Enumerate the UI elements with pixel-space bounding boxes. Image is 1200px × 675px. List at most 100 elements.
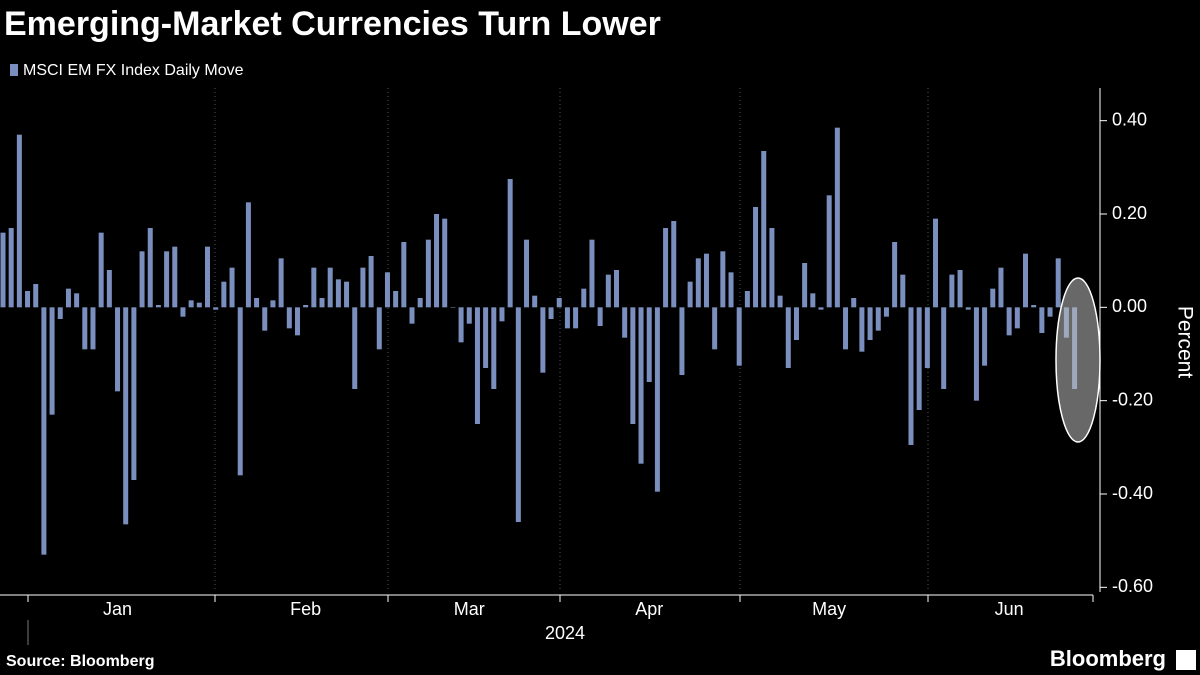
bar [164,251,170,308]
y-axis-label: Percent [1173,306,1196,379]
bar [123,307,129,525]
bar [753,207,759,308]
bar [679,307,685,375]
bar [237,307,243,476]
bar [720,251,726,308]
x-axis-label: 2024 [545,623,585,643]
bar [82,307,88,350]
legend-label: MSCI EM FX Index Daily Move [23,62,244,79]
bar [16,134,22,308]
bar [131,307,137,480]
bar [270,300,276,308]
bar [491,307,497,389]
bar [1031,305,1037,308]
bar [712,307,718,350]
y-tick-label: -0.20 [1112,389,1153,409]
bar [254,298,260,308]
x-tick-label: Apr [635,599,663,619]
bar [507,179,513,308]
bar [540,307,546,373]
x-tick-label: Jan [103,599,132,619]
bar [57,307,63,319]
bar [834,127,840,308]
bar [417,298,423,308]
bar [671,221,677,308]
bar [826,195,832,308]
bar [327,267,333,308]
bar [393,291,399,308]
x-tick-label: Mar [454,599,485,619]
bar [384,272,390,308]
bar [777,295,783,308]
bar [998,267,1004,308]
bar [851,298,857,308]
bar [900,274,906,308]
bar [556,298,562,308]
bar [622,307,628,338]
bar [785,307,791,368]
bar [8,228,14,308]
bar [1055,258,1061,308]
bar [769,228,775,308]
x-tick-label: May [812,599,846,619]
bar [172,246,178,308]
bar [638,307,644,464]
bar [434,214,440,308]
bar [883,307,889,317]
bar [973,307,979,401]
bar [139,251,145,308]
x-axis [0,594,1094,645]
bar [115,307,121,392]
bar [982,307,988,366]
y-tick-label: 0.00 [1112,296,1147,316]
x-tick-label: Feb [290,599,321,619]
y-tick-label: -0.40 [1112,483,1153,503]
bar [188,300,194,308]
bar [90,307,96,350]
bar [180,307,186,317]
bar [155,305,161,308]
bar [597,307,603,326]
bar [867,307,873,340]
bar [98,232,104,308]
bar [360,267,366,308]
bar [499,307,505,322]
bar [802,263,808,308]
bar [376,307,382,350]
bar [474,307,480,424]
bar [262,307,268,331]
bar [466,307,472,324]
bar [605,274,611,308]
bar [524,239,530,308]
bar [548,307,554,319]
bar [303,305,309,308]
bar [941,307,947,389]
legend-swatch [10,64,18,76]
bar [409,307,415,324]
bar [33,284,39,308]
bar [344,281,350,308]
bar [965,307,971,310]
month-gridlines [214,88,929,592]
bar [25,291,31,308]
bar [614,270,619,308]
bar [205,246,210,308]
bar [147,228,153,308]
bar [646,307,652,382]
bar [278,258,284,308]
bar [761,151,767,308]
bar [695,258,701,308]
bar [589,239,595,308]
bar [221,281,227,308]
bar [49,307,55,415]
bar [933,218,939,308]
bar [311,267,317,308]
bar [401,242,407,308]
bar [1006,307,1012,336]
bar [0,232,6,308]
bar [1047,307,1053,317]
bar [245,202,251,308]
bar [532,295,538,308]
bar [196,302,202,308]
